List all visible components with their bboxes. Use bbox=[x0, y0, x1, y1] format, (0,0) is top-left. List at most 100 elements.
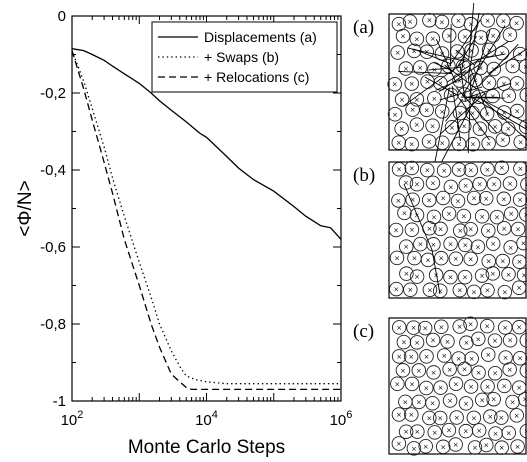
particle-center-mark: × bbox=[437, 287, 443, 295]
particle-circle bbox=[520, 177, 527, 192]
particle-center-mark: × bbox=[447, 397, 453, 405]
particle-circle bbox=[419, 349, 434, 364]
particle-circle bbox=[425, 332, 441, 348]
trajectory-line bbox=[449, 24, 452, 67]
particle-circle bbox=[409, 176, 425, 192]
particle-center-mark: × bbox=[460, 63, 466, 71]
particle-center-mark: × bbox=[441, 352, 447, 360]
particle-circle bbox=[463, 251, 478, 267]
particle-circle bbox=[441, 422, 457, 438]
particle-circle bbox=[398, 424, 414, 439]
particle-center-mark: × bbox=[411, 47, 417, 55]
particle-center-mark: × bbox=[430, 122, 436, 130]
particle-circle bbox=[409, 92, 425, 107]
particle-circle bbox=[427, 425, 442, 440]
particle-center-mark: × bbox=[449, 124, 455, 132]
x-tick-label: 102 bbox=[61, 409, 84, 429]
particle-circle bbox=[472, 176, 487, 192]
particle-circle bbox=[434, 104, 450, 119]
particle-center-mark: × bbox=[403, 428, 409, 436]
particle-center-mark: × bbox=[454, 48, 460, 56]
particle-center-mark: × bbox=[393, 226, 399, 234]
particle-center-mark: × bbox=[409, 226, 415, 234]
particle-circle bbox=[441, 28, 457, 43]
particle-circle bbox=[449, 410, 464, 425]
particle-center-mark: × bbox=[479, 272, 485, 280]
particle-circle bbox=[465, 136, 481, 152]
particle-circle bbox=[483, 409, 498, 424]
particle-circle bbox=[518, 59, 527, 74]
particle-center-mark: × bbox=[461, 213, 467, 221]
particle-circle bbox=[403, 349, 419, 364]
trajectory-line bbox=[407, 47, 467, 63]
particle-center-mark: × bbox=[515, 443, 521, 451]
particle-center-mark: × bbox=[524, 91, 527, 99]
particle-center-mark: × bbox=[457, 77, 463, 85]
particle-center-mark: × bbox=[416, 398, 422, 406]
x-tick-exponent: 6 bbox=[346, 409, 352, 421]
particle-center-mark: × bbox=[456, 166, 462, 174]
particle-circle bbox=[404, 376, 420, 392]
particle-circle bbox=[463, 221, 478, 237]
trajectory-line bbox=[456, 35, 477, 68]
y-tick-label: -0,4 bbox=[40, 162, 66, 179]
particle-circle bbox=[452, 105, 468, 121]
particle-circle bbox=[511, 319, 527, 335]
particle-center-mark: × bbox=[399, 125, 405, 133]
particle-circle bbox=[422, 282, 438, 298]
particle-center-mark: × bbox=[448, 91, 454, 99]
particle-circle bbox=[433, 250, 449, 266]
particle-center-mark: × bbox=[423, 443, 429, 451]
particle-circle bbox=[403, 282, 418, 297]
particle-circle bbox=[495, 132, 511, 147]
y-tick-label: 0 bbox=[58, 8, 66, 25]
particle-circle bbox=[457, 361, 472, 377]
particle-circle bbox=[505, 58, 520, 74]
particle-circle bbox=[516, 235, 527, 251]
particle-center-mark: × bbox=[394, 254, 400, 262]
particle-circle bbox=[428, 267, 444, 283]
legend-label: + Relocations (c) bbox=[204, 69, 309, 85]
particle-center-mark: × bbox=[517, 196, 523, 204]
particle-center-mark: × bbox=[517, 355, 523, 363]
particle-circle bbox=[391, 193, 406, 208]
particle-center-mark: × bbox=[487, 413, 493, 421]
particle-circle bbox=[471, 423, 487, 438]
trajectory-line bbox=[439, 92, 486, 135]
particle-circle bbox=[474, 209, 490, 224]
particle-circle bbox=[479, 318, 495, 334]
particle-center-mark: × bbox=[508, 210, 514, 218]
particle-center-mark: × bbox=[468, 21, 474, 29]
particle-circle bbox=[516, 267, 527, 283]
particle-center-mark: × bbox=[500, 258, 506, 266]
particle-center-mark: × bbox=[522, 396, 527, 404]
particle-circle bbox=[448, 251, 464, 266]
particle-circle bbox=[387, 76, 402, 92]
particle-center-mark: × bbox=[501, 109, 507, 117]
particle-center-mark: × bbox=[523, 211, 527, 219]
particle-center-mark: × bbox=[486, 79, 492, 87]
particle-center-mark: × bbox=[524, 367, 527, 375]
particle-center-mark: × bbox=[438, 255, 444, 263]
particle-circle bbox=[518, 119, 527, 134]
particle-center-mark: × bbox=[414, 339, 420, 347]
particle-circle bbox=[470, 239, 486, 255]
particle-center-mark: × bbox=[430, 400, 436, 408]
particle-circle bbox=[517, 391, 527, 407]
particle-circle bbox=[513, 134, 527, 150]
particle-center-mark: × bbox=[439, 139, 445, 147]
particle-center-mark: × bbox=[525, 181, 527, 189]
particle-center-mark: × bbox=[483, 442, 489, 450]
particle-center-mark: × bbox=[426, 138, 432, 146]
trajectory-line bbox=[424, 76, 460, 97]
particle-circle bbox=[509, 15, 524, 31]
particle-center-mark: × bbox=[514, 412, 520, 420]
particle-circle bbox=[405, 192, 420, 207]
particle-circle bbox=[503, 206, 519, 221]
particle-circle bbox=[422, 410, 437, 426]
particle-circle bbox=[502, 362, 517, 377]
legend-label: Displacements (a) bbox=[204, 29, 317, 45]
particle-center-mark: × bbox=[446, 210, 452, 218]
particle-circle bbox=[404, 136, 419, 152]
particle-circle bbox=[486, 176, 502, 192]
